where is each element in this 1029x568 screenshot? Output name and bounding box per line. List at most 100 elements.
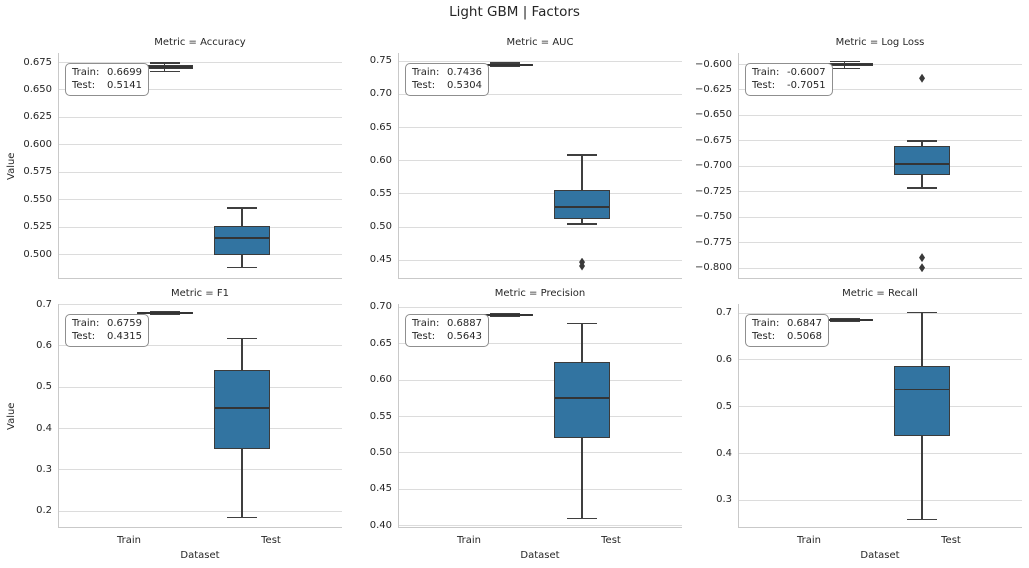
y-tick-label: 0.2 xyxy=(36,505,52,517)
subplot-axes-recall xyxy=(738,304,1022,528)
whisker-cap xyxy=(907,518,938,521)
whisker-cap xyxy=(489,312,520,315)
gridline xyxy=(399,93,682,95)
gridline xyxy=(59,116,342,118)
median-line xyxy=(137,312,192,314)
y-tick-label: 0.650 xyxy=(23,83,52,95)
test-box xyxy=(894,366,951,436)
whisker-cap xyxy=(907,311,938,314)
subplot-title-log-loss: Metric = Log Loss xyxy=(835,37,925,48)
y-tick-label: 0.65 xyxy=(369,121,392,133)
test-box xyxy=(214,225,271,256)
whisker-cap xyxy=(489,65,520,68)
median-line xyxy=(215,407,270,410)
whisker-cap xyxy=(907,187,938,189)
gridline xyxy=(59,469,342,471)
gridline xyxy=(739,165,1022,167)
x-tick-label-train: Train xyxy=(457,535,481,546)
annotation-value-train: -0.6007 xyxy=(787,67,826,78)
annotation-label-test: Test: xyxy=(412,331,436,342)
y-tick-label: 0.50 xyxy=(369,221,392,233)
whisker-cap xyxy=(149,62,180,64)
gridline xyxy=(399,160,682,162)
annotation-value-test: 0.4315 xyxy=(107,331,142,342)
whisker-cap xyxy=(227,516,258,519)
annotation-row-train: Train: 0.6847 xyxy=(752,317,822,330)
y-tick-label: 0.3 xyxy=(36,463,52,475)
whisker xyxy=(581,154,583,224)
gridline xyxy=(59,89,342,91)
annotation-label-train: Train: xyxy=(72,318,100,329)
whisker-cap xyxy=(227,337,258,340)
median-line xyxy=(555,396,610,399)
y-tick-label: −0.675 xyxy=(694,134,732,146)
annotation-label-train: Train: xyxy=(412,318,440,329)
whisker-cap xyxy=(227,266,258,269)
annotation-label-train: Train: xyxy=(752,67,780,78)
gridline xyxy=(59,428,342,430)
median-line xyxy=(477,314,532,316)
annotation-row-test: Test: 0.5141 xyxy=(72,79,142,92)
y-tick-label: 0.40 xyxy=(369,519,392,531)
y-tick-label: 0.7 xyxy=(36,298,52,310)
subplot-axes-log-loss xyxy=(738,53,1022,279)
whisker-cap xyxy=(489,315,520,318)
annotation-row-test: Test: 0.4315 xyxy=(72,330,142,343)
whisker-cap xyxy=(567,154,598,156)
x-axis-label: Dataset xyxy=(860,550,900,561)
x-axis-label: Dataset xyxy=(180,550,220,561)
test-box xyxy=(554,362,611,438)
gridline xyxy=(59,386,342,388)
annotation-value-train: 0.7436 xyxy=(447,67,482,78)
annotation-value-train: 0.6699 xyxy=(107,67,142,78)
gridline xyxy=(59,345,342,347)
annotation-row-test: Test: 0.5643 xyxy=(412,330,482,343)
gridline xyxy=(739,453,1022,455)
y-tick-label: 0.500 xyxy=(23,248,52,260)
gridline xyxy=(399,226,682,228)
y-tick-label: 0.4 xyxy=(716,447,732,459)
y-tick-label: 0.55 xyxy=(369,187,392,199)
median-line xyxy=(215,236,270,239)
outlier-diamond xyxy=(919,73,926,83)
gridline xyxy=(59,304,342,306)
gridline xyxy=(399,416,682,417)
y-tick-label: 0.5 xyxy=(36,381,52,393)
y-tick-label: 0.45 xyxy=(369,483,392,495)
gridline xyxy=(399,379,682,381)
y-tick-label: 0.625 xyxy=(23,111,52,123)
median-line xyxy=(137,66,192,68)
y-tick-label: −0.600 xyxy=(694,58,732,70)
y-tick-label: 0.60 xyxy=(369,154,392,166)
whisker-cap xyxy=(567,322,598,325)
y-tick-label: 0.7 xyxy=(716,307,732,319)
annotation-box-recall: Train: 0.6847 Test: 0.5068 xyxy=(745,314,829,347)
annotation-box-accuracy: Train: 0.6699 Test: 0.5141 xyxy=(65,63,149,96)
subplot-axes-accuracy xyxy=(58,53,342,279)
test-box xyxy=(214,369,271,450)
annotation-label-test: Test: xyxy=(412,80,436,91)
y-tick-label: 0.6 xyxy=(716,353,732,365)
x-tick-label-train: Train xyxy=(797,535,821,546)
y-tick-label: −0.775 xyxy=(694,236,732,248)
y-tick-label: 0.70 xyxy=(369,88,392,100)
y-tick-label: 0.675 xyxy=(23,56,52,68)
x-tick-label-test: Test xyxy=(261,535,281,546)
annotation-row-test: Test: 0.5304 xyxy=(412,79,482,92)
annotation-row-train: Train: 0.7436 xyxy=(412,66,482,79)
gridline xyxy=(739,114,1022,116)
gridline xyxy=(59,510,342,512)
gridline xyxy=(739,191,1022,193)
y-tick-label: −0.650 xyxy=(694,109,732,121)
annotation-box-precision: Train: 0.6887 Test: 0.5643 xyxy=(405,314,489,347)
x-tick-label-test: Test xyxy=(941,535,961,546)
y-tick-label: 0.525 xyxy=(23,221,52,233)
whisker-cap xyxy=(149,313,180,316)
subplot-title-auc: Metric = AUC xyxy=(506,37,574,48)
median-line xyxy=(817,318,872,321)
y-axis-label: Value xyxy=(6,152,17,180)
gridline xyxy=(739,140,1022,142)
subplot-axes-precision xyxy=(398,304,682,528)
annotation-label-train: Train: xyxy=(412,67,440,78)
